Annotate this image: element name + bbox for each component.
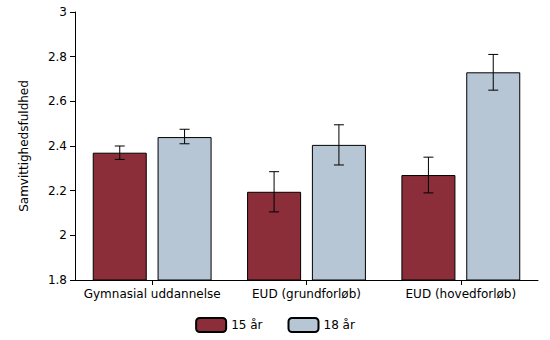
svg-text:2.4: 2.4 [48, 139, 67, 153]
svg-text:Gymnasial uddannelse: Gymnasial uddannelse [84, 287, 221, 301]
svg-text:3: 3 [59, 5, 67, 19]
svg-text:18 år: 18 år [324, 318, 355, 332]
svg-text:2.2: 2.2 [48, 184, 67, 198]
svg-text:2: 2 [59, 228, 67, 242]
svg-text:Samvittighedsfuldhed: Samvittighedsfuldhed [17, 80, 31, 212]
svg-text:2.8: 2.8 [48, 50, 67, 64]
svg-text:2.6: 2.6 [48, 94, 67, 108]
svg-text:EUD (hovedforløb): EUD (hovedforløb) [406, 287, 517, 301]
svg-text:1.8: 1.8 [48, 273, 67, 287]
svg-text:15 år: 15 år [231, 318, 262, 332]
svg-text:EUD (grundforløb): EUD (grundforløb) [252, 287, 361, 301]
